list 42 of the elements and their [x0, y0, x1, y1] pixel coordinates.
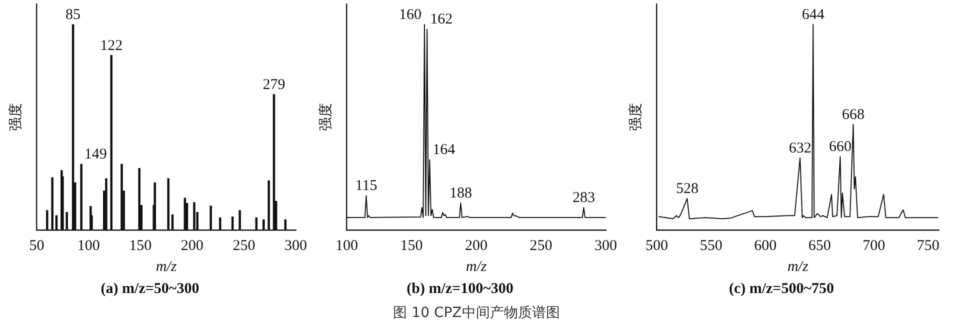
- x-tick-label: 250: [530, 238, 552, 254]
- x-tick-label: 100: [77, 238, 100, 254]
- y-axis-title: 强度: [8, 103, 24, 131]
- annotation: 528: [676, 181, 698, 198]
- x-tick-label: 500: [646, 238, 668, 254]
- x-tick-label: 300: [284, 238, 307, 254]
- annotation: 115: [355, 178, 378, 194]
- annotation: 632: [788, 140, 812, 156]
- x-tick-label: 750: [916, 238, 940, 254]
- x-tick-label: 250: [232, 238, 256, 254]
- x-tick-label: 50: [29, 238, 44, 254]
- text: (a) m/z=50~300: [100, 280, 200, 297]
- annotation: 164: [432, 142, 456, 158]
- x-tick-label: 100: [336, 238, 358, 254]
- text: (b) m/z=100~300: [406, 280, 514, 297]
- annotation: 85: [66, 6, 81, 23]
- annotation: 660: [828, 139, 852, 156]
- x-tick-label: 650: [808, 238, 831, 254]
- y-axis-title: 强度: [318, 103, 334, 131]
- x-axis-title: m/z: [787, 258, 808, 275]
- x-tick-label: 150: [400, 238, 423, 254]
- annotation: 162: [430, 12, 453, 28]
- x-tick-label: 700: [862, 238, 886, 254]
- annotation: 149: [84, 146, 107, 163]
- annotation: 668: [842, 106, 865, 123]
- annotation: 279: [262, 76, 286, 93]
- caption: 图 10 CPZ中间产物质谱图: [392, 304, 561, 322]
- annotation: 122: [100, 38, 123, 54]
- x-tick-label: 200: [465, 238, 488, 254]
- y-axis-title: 强度: [628, 103, 644, 131]
- x-tick-label: 150: [129, 238, 152, 254]
- x-tick-label: 600: [754, 238, 777, 254]
- annotation: 188: [449, 185, 472, 202]
- x-tick-label: 550: [700, 238, 722, 254]
- x-axis-title: m/z: [466, 258, 487, 275]
- x-axis-title: m/z: [156, 258, 177, 275]
- annotation: 160: [398, 6, 422, 23]
- x-tick-label: 200: [180, 238, 204, 254]
- text: (c) m/z=500~750: [728, 280, 834, 297]
- x-tick-label: 300: [594, 238, 617, 254]
- annotation: 283: [572, 190, 595, 206]
- annotation: 644: [802, 6, 825, 23]
